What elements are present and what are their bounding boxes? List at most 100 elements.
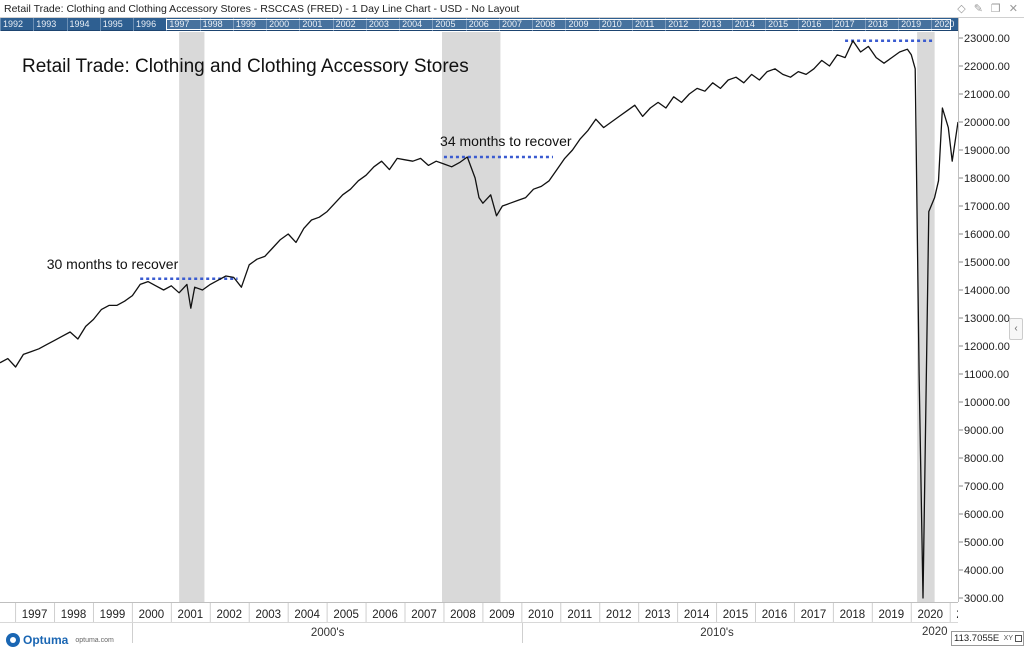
year-ruler-cell[interactable]: 2008 xyxy=(532,18,565,31)
y-tick-label-3: 6000.00 xyxy=(964,509,1004,521)
x-tick-label-0: 1997 xyxy=(22,609,48,621)
xy-checkbox[interactable] xyxy=(1015,635,1022,642)
logo-name: Optuma xyxy=(23,633,69,647)
year-ruler-cell[interactable]: 2016 xyxy=(798,18,831,31)
collapse-panel-icon[interactable]: ‹ xyxy=(1009,318,1023,340)
year-ruler-cell[interactable]: 2020 xyxy=(931,18,964,31)
y-tick-label-16: 19000.00 xyxy=(964,145,1010,157)
window-controls: ◇ ✎ ❐ ✕ xyxy=(957,0,1018,18)
y-tick-label-8: 11000.00 xyxy=(964,369,1009,381)
x-tick-label-9: 2006 xyxy=(372,609,398,621)
x-tick-label-15: 2012 xyxy=(606,609,632,621)
x-tick-label-6: 2003 xyxy=(255,609,281,621)
year-ruler-cell[interactable]: 2012 xyxy=(665,18,698,31)
x-tick-label-8: 2005 xyxy=(333,609,359,621)
year-ruler-cell[interactable]: 2014 xyxy=(731,18,765,31)
year-ruler[interactable]: 1992 1993 1994 1995 1996 1997 1998 1999 2000 2001… xyxy=(0,18,958,31)
price-axis[interactable]: 3000.00 4000.00 5000.00 6000.00 7000.00 8000.… xyxy=(958,18,1024,605)
year-ruler-cell[interactable]: 2017 xyxy=(831,18,865,31)
y-tick-label-1: 4000.00 xyxy=(964,565,1004,577)
y-tick-label-10: 13000.00 xyxy=(964,313,1010,325)
y-tick-label-0: 3000.00 xyxy=(964,593,1004,602)
x-tick-label-22: 2019 xyxy=(879,609,905,621)
annotation-0: 30 months to recover xyxy=(47,256,179,272)
x-tick-label-7: 2004 xyxy=(294,609,320,621)
chart-area[interactable]: Retail Trade: Clothing and Clothing Acce… xyxy=(0,32,958,602)
price-axis-labels: 3000.00 4000.00 5000.00 6000.00 7000.00 8000.… xyxy=(959,33,1010,605)
decade-label-2000s: 2000's xyxy=(132,623,521,643)
year-ruler-cell[interactable]: 2013 xyxy=(698,18,732,31)
year-ruler-cell[interactable]: 2004 xyxy=(399,18,432,31)
x-tick-label-3: 2000 xyxy=(139,609,165,621)
xy-label: XY xyxy=(1003,635,1013,642)
x-tick-label-17: 2014 xyxy=(684,609,710,621)
y-tick-label-20: 23000.00 xyxy=(964,33,1010,45)
y-tick-label-6: 9000.00 xyxy=(964,425,1004,437)
close-icon[interactable]: ✕ xyxy=(1008,3,1018,15)
year-ruler-cell[interactable]: 1993 xyxy=(33,18,66,31)
y-tick-label-18: 21000.00 xyxy=(964,89,1010,101)
x-tick-label-20: 2017 xyxy=(801,609,827,621)
chart-title: Retail Trade: Clothing and Clothing Acce… xyxy=(22,56,469,77)
crosshair-value: 113.7055E xyxy=(954,633,1000,644)
x-tick-label-4: 2001 xyxy=(178,609,204,621)
x-tick-label-11: 2008 xyxy=(450,609,476,621)
x-tick-label-5: 2002 xyxy=(216,609,242,621)
year-ruler-cell[interactable]: 2002 xyxy=(332,18,366,31)
year-ruler-cell[interactable]: 2010 xyxy=(598,18,632,31)
recession-band-0 xyxy=(179,32,205,602)
year-ruler-cell[interactable]: 1998 xyxy=(199,18,233,31)
y-tick-label-15: 18000.00 xyxy=(964,173,1010,185)
diamond-icon[interactable]: ◇ xyxy=(957,3,966,15)
year-ruler-cell[interactable]: 1996 xyxy=(133,18,166,31)
year-ruler-cell[interactable]: 2007 xyxy=(498,18,532,31)
x-tick-label-21: 2018 xyxy=(840,609,866,621)
year-ruler-cell[interactable]: 1994 xyxy=(66,18,100,31)
optuma-logo: Optuma optuma.com xyxy=(6,630,118,650)
x-tick-label-13: 2010 xyxy=(528,609,554,621)
annotation-1: 34 months to recover xyxy=(440,133,572,149)
crosshair-readout[interactable]: 113.7055E XY xyxy=(951,631,1024,646)
year-ruler-cell[interactable]: 2000 xyxy=(266,18,299,31)
pin-icon[interactable]: ✎ xyxy=(973,3,983,15)
x-tick-label-23: 2020 xyxy=(917,609,943,621)
optuma-logo-icon xyxy=(6,633,20,647)
series-line xyxy=(0,40,958,599)
year-ruler-cell[interactable]: 2019 xyxy=(898,18,931,31)
recession-band-1 xyxy=(442,32,501,602)
x-tick-label-2: 1999 xyxy=(100,609,126,621)
time-axis[interactable]: 1997 1998 1999 2000 2001 2002 2003 2004 2005 2006… xyxy=(0,602,982,623)
y-tick-label-13: 16000.00 xyxy=(964,229,1010,241)
x-tick-label-1: 1998 xyxy=(61,609,87,621)
year-ruler-cell[interactable]: 1999 xyxy=(232,18,266,31)
year-ruler-cell[interactable]: 2003 xyxy=(365,18,399,31)
chart-canvas[interactable]: Retail Trade: Clothing and Clothing Acce… xyxy=(0,32,958,602)
year-ruler-cell[interactable]: 2011 xyxy=(632,18,665,31)
x-tick-label-18: 2015 xyxy=(723,609,749,621)
decade-bar: 2000's 2010's xyxy=(0,622,958,643)
year-ruler-viewport-thumb[interactable] xyxy=(166,19,952,30)
copy-icon[interactable]: ❐ xyxy=(990,3,1001,15)
x-tick-label-10: 2007 xyxy=(411,609,437,621)
time-axis-labels: 1997 1998 1999 2000 2001 2002 2003 2004 2005 2006… xyxy=(15,603,982,623)
x-tick-label-14: 2011 xyxy=(567,609,592,621)
y-tick-label-19: 22000.00 xyxy=(964,61,1010,73)
year-ruler-cell[interactable]: 2006 xyxy=(465,18,499,31)
decade-label-2010s: 2010's xyxy=(521,623,911,643)
year-ruler-cell[interactable]: 2001 xyxy=(299,18,332,31)
year-ruler-cell[interactable]: 1995 xyxy=(99,18,133,31)
year-ruler-cell[interactable]: 2015 xyxy=(765,18,798,31)
x-tick-label-12: 2009 xyxy=(489,609,515,621)
logo-site: optuma.com xyxy=(75,636,114,644)
year-ruler-cell[interactable]: 2009 xyxy=(565,18,598,31)
window-title-bar: Retail Trade: Clothing and Clothing Acce… xyxy=(0,0,1024,18)
y-tick-label-5: 8000.00 xyxy=(964,453,1004,465)
y-tick-label-2: 5000.00 xyxy=(964,537,1004,549)
y-tick-label-4: 7000.00 xyxy=(964,481,1004,493)
window-title: Retail Trade: Clothing and Clothing Acce… xyxy=(4,3,520,15)
y-tick-label-12: 15000.00 xyxy=(964,257,1010,269)
year-ruler-cell[interactable]: 2005 xyxy=(432,18,465,31)
year-ruler-cell[interactable]: 2018 xyxy=(864,18,898,31)
decade-label-2020: 2020 xyxy=(922,626,948,638)
year-ruler-cell[interactable]: 1992 xyxy=(0,18,33,31)
